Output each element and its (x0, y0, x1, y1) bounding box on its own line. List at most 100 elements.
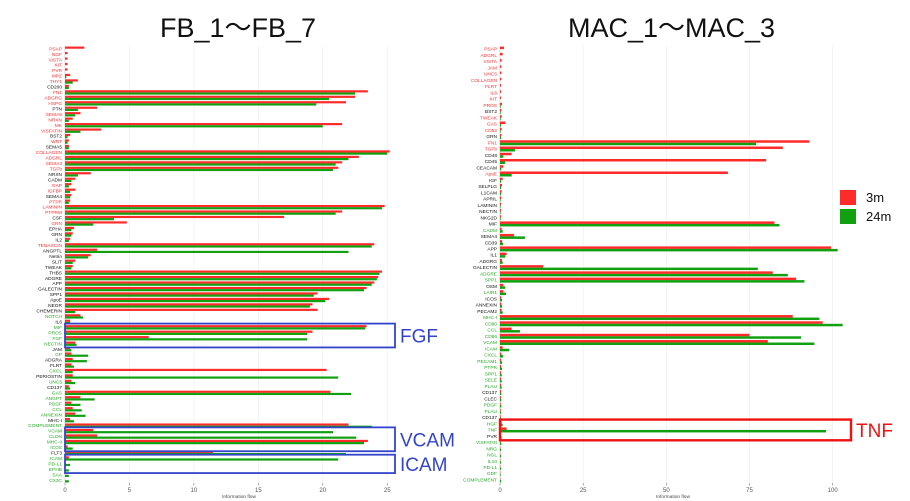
row-label: ANNEXIN (476, 303, 498, 309)
bar-3m (65, 281, 375, 284)
row-label: VISTA (48, 57, 62, 63)
row-label: MIF (54, 325, 62, 331)
bar-24m (65, 310, 76, 314)
bar-3m (65, 215, 285, 219)
bar-24m (65, 119, 69, 122)
bar-24m (65, 392, 352, 396)
row-label: EPHB (49, 467, 62, 473)
bar-24m (65, 305, 310, 308)
bar-24m (65, 278, 377, 281)
bar-3m (500, 77, 502, 81)
bar-24m (500, 236, 525, 239)
bar-3m (500, 90, 501, 93)
row-label: PD-L1 (483, 465, 497, 471)
annotation-box-tnf (498, 418, 853, 442)
bar-24m (65, 76, 67, 79)
row-label: MK (55, 123, 63, 129)
row-label: CD200 (47, 85, 62, 91)
bar-3m (500, 240, 502, 243)
row-label: JAM (52, 347, 62, 353)
x-tick-label: 10 (191, 488, 198, 494)
bar-3m (65, 243, 375, 246)
row-label: PSAP (49, 46, 62, 52)
bar-24m (500, 479, 501, 483)
bar-3m (500, 109, 502, 112)
row-label: COMPLEMENT (28, 423, 62, 429)
bar-3m (500, 183, 502, 187)
row-label: ADGRG (479, 259, 497, 265)
bar-24m (65, 108, 78, 112)
row-label: PTPRM (45, 210, 62, 216)
row-label: CD39 (485, 240, 498, 246)
row-label: ANGPTL (43, 248, 63, 254)
bar-24m (500, 461, 501, 464)
bar-3m (65, 325, 367, 328)
row-label: UNC5 (484, 72, 497, 78)
bar-24m (65, 97, 330, 101)
bar-3m (65, 259, 76, 262)
bar-24m (500, 342, 815, 346)
bar-24m (500, 280, 805, 283)
bar-3m (65, 303, 313, 306)
bar-24m (65, 114, 76, 117)
bar-24m (500, 267, 758, 271)
bar-24m (65, 207, 383, 210)
bar-24m (65, 81, 73, 84)
row-label: ApoE (485, 172, 497, 178)
row-label: GAS (52, 390, 62, 396)
row-label: FLT3 (51, 451, 62, 457)
bar-24m (500, 217, 501, 221)
row-label: CX3C (49, 478, 62, 484)
bar-3m (500, 233, 514, 237)
bar-24m (500, 111, 501, 115)
legend-label-3m: 3m (866, 190, 885, 205)
bar-24m (500, 386, 502, 389)
row-label: PROS (48, 330, 62, 336)
row-label: MHC-I (483, 315, 497, 321)
bar-24m (65, 103, 317, 106)
row-label: ADGRE (45, 276, 62, 282)
bar-3m (65, 292, 318, 295)
bar-3m (65, 314, 81, 317)
x-tick-label: 15 (255, 488, 262, 494)
bar-3m (65, 396, 81, 399)
row-label: GRN (51, 232, 62, 238)
bar-3m (500, 165, 504, 168)
x-tick-label: 25 (384, 488, 391, 494)
row-label: ICOS (50, 445, 62, 451)
bar-24m (65, 179, 72, 183)
row-label: CLEC (484, 396, 497, 402)
bar-3m (65, 336, 149, 339)
bar-24m (65, 136, 68, 139)
row-label: PTPR (49, 199, 62, 205)
row-label: NEGR (48, 303, 62, 309)
bar-24m (500, 124, 501, 127)
row-label: THY1 (50, 79, 63, 85)
bar-24m (65, 387, 71, 390)
bar-3m (500, 427, 507, 430)
bar-3m (65, 275, 379, 279)
bar-24m (500, 192, 501, 196)
row-label: FLRT (50, 363, 62, 369)
bar-3m (65, 248, 98, 251)
bar-3m (500, 408, 501, 412)
row-label: PD-L1 (48, 461, 62, 467)
bar-24m (65, 267, 72, 270)
bar-24m (65, 190, 71, 193)
bar-3m (500, 333, 750, 337)
bar-24m (500, 273, 788, 277)
bar-3m (500, 389, 501, 393)
row-label: TWEAK (480, 115, 498, 121)
row-label: SEMA5 (46, 145, 63, 151)
bar-24m (500, 411, 501, 414)
bar-3m (500, 65, 502, 68)
bar-24m (65, 272, 380, 275)
bar-24m (500, 361, 502, 364)
bar-3m (500, 346, 503, 349)
bar-24m (500, 373, 502, 377)
bar-24m (500, 155, 504, 158)
row-label: IGF (489, 178, 497, 184)
bar-3m (65, 363, 72, 366)
bar-24m (65, 469, 69, 472)
row-label: APP (487, 246, 497, 252)
